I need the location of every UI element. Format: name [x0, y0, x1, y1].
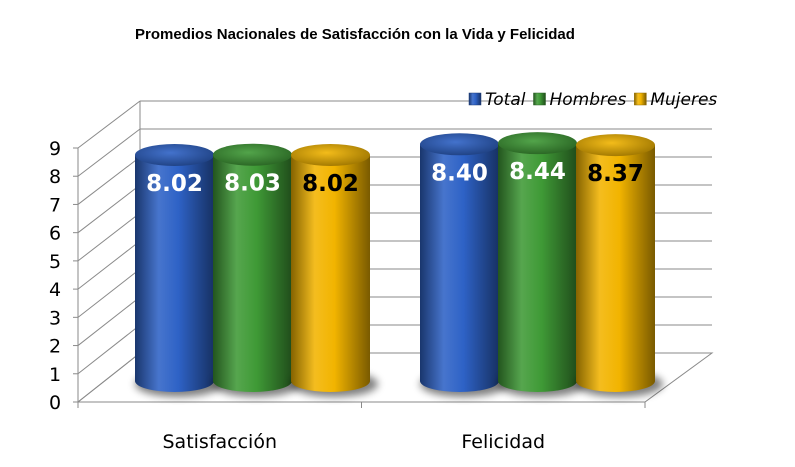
- legend-item-total: Total: [468, 90, 526, 110]
- legend-item-hombres: Hombres: [533, 90, 627, 110]
- side-gridline: [77, 100, 141, 149]
- side-gridline: [77, 268, 141, 318]
- y-tick-label: 2: [49, 336, 61, 358]
- bar-total-0: 8.02: [135, 144, 222, 397]
- legend-swatch: [468, 92, 482, 106]
- bar-mujeres-1: 8.37: [576, 134, 663, 397]
- floor: [76, 352, 714, 403]
- y-tick-label: 3: [49, 307, 61, 329]
- y-tick-label: 4: [49, 279, 61, 301]
- side-gridline: [77, 156, 141, 205]
- legend-item-mujeres: Mujeres: [634, 90, 717, 110]
- bar-top: [420, 133, 499, 156]
- bar-mujeres-0: 8.02: [291, 144, 378, 397]
- y-tick-label: 1: [49, 364, 61, 386]
- side-gridline: [77, 184, 141, 234]
- y-tick-label: 8: [49, 166, 61, 188]
- legend-swatch: [533, 92, 546, 106]
- chart-title: Promedios Nacionales de Satisfacción con…: [135, 26, 575, 43]
- bar-body: [498, 143, 577, 392]
- y-tick-label: 6: [49, 223, 61, 245]
- legend: Total Hombres Mujeres: [468, 90, 717, 110]
- bar-body: [213, 154, 292, 392]
- bar-hombres-0: 8.03: [213, 143, 300, 397]
- legend-swatch: [634, 92, 647, 106]
- side-gridline: [77, 296, 141, 346]
- bar-body: [576, 145, 655, 392]
- data-label: 8.40: [431, 160, 488, 186]
- data-label: 8.02: [146, 171, 203, 197]
- y-tick-label: 9: [49, 138, 61, 160]
- bar-hombres-1: 8.44: [498, 132, 585, 397]
- bar-body: [420, 144, 499, 392]
- side-gridline: [77, 324, 141, 375]
- bar-top: [576, 134, 655, 157]
- y-tick-label: 0: [49, 392, 61, 414]
- side-gridline: [77, 240, 141, 290]
- legend-label: Total: [485, 90, 526, 110]
- side-gridline: [77, 212, 141, 262]
- y-tick-label: 5: [49, 251, 61, 273]
- y-tick-label: 7: [49, 194, 61, 216]
- bar-top: [213, 143, 292, 166]
- bar-top: [498, 132, 577, 155]
- data-label: 8.03: [224, 171, 281, 197]
- x-category-label: Satisfacción: [162, 431, 277, 453]
- side-gridline: [77, 128, 141, 177]
- bar-top: [135, 144, 214, 166]
- legend-label: Mujeres: [650, 90, 717, 110]
- bar-total-1: 8.40: [420, 133, 507, 397]
- bar-body: [135, 155, 215, 392]
- data-label: 8.02: [302, 171, 359, 197]
- bars: 8.02 8.03 8.02 8.40 8.44 8.37: [135, 132, 663, 397]
- bar-body: [291, 155, 370, 392]
- legend-label: Hombres: [550, 90, 627, 110]
- bar-top: [291, 144, 370, 166]
- x-category-label: Felicidad: [461, 431, 545, 453]
- data-label: 8.44: [509, 159, 566, 185]
- axes: 0 1 2 3 4 5 6 7 8 9 Satisfacción Felicidad: [49, 138, 646, 453]
- data-label: 8.37: [587, 161, 644, 187]
